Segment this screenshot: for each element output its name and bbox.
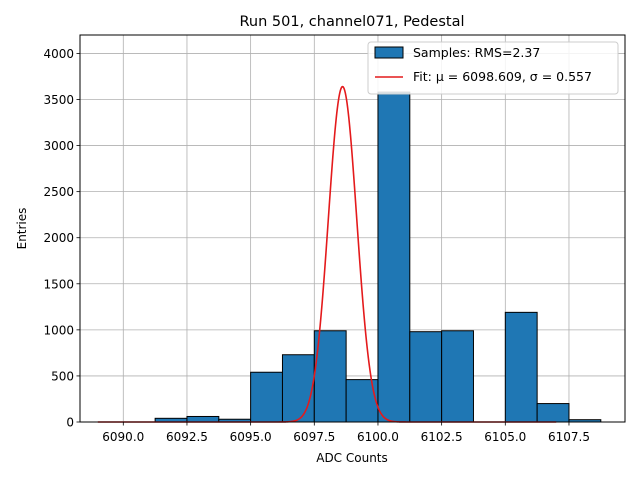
- x-tick-label: 6107.5: [548, 430, 590, 444]
- y-tick-label: 3000: [43, 139, 74, 153]
- histogram-bar: [441, 330, 474, 423]
- y-tick-label: 500: [51, 369, 74, 383]
- y-tick-label: 3500: [43, 93, 74, 107]
- x-tick-label: 6100.0: [357, 430, 399, 444]
- legend: Samples: RMS=2.37 Fit: μ = 6098.609, σ =…: [367, 41, 619, 95]
- x-tick-label: 6095.0: [230, 430, 272, 444]
- x-tick-label: 6097.5: [293, 430, 335, 444]
- y-tick-label: 1500: [43, 277, 74, 291]
- y-axis-label: Entries: [15, 208, 29, 250]
- histogram-bar: [186, 415, 220, 423]
- x-axis-label: ADC Counts: [316, 451, 388, 465]
- legend-fit-label: Fit: μ = 6098.609, σ = 0.557: [413, 69, 592, 84]
- y-tick-label: 2000: [43, 231, 74, 245]
- legend-histogram-label: Samples: RMS=2.37: [413, 45, 540, 60]
- legend-histogram-swatch: [374, 46, 404, 59]
- histogram-bars: [154, 91, 602, 423]
- plot-frame: [79, 34, 626, 423]
- x-tick-label: 6105.0: [484, 430, 526, 444]
- y-tick-label: 0: [66, 416, 74, 430]
- y-axis-ticks: 0 500 1000 1500 2000 2500 3000 3500 4000: [43, 47, 80, 430]
- y-tick-label: 4000: [43, 47, 74, 61]
- histogram-bar: [313, 330, 347, 423]
- x-tick-label: 6102.5: [421, 430, 463, 444]
- x-tick-label: 6092.5: [166, 430, 208, 444]
- chart-title: Run 501, channel071, Pedestal: [239, 14, 464, 30]
- histogram-bar: [536, 403, 570, 423]
- histogram-bar: [250, 371, 283, 423]
- histogram-bar: [409, 331, 443, 423]
- histogram-bar: [504, 311, 538, 423]
- histogram-bar: [281, 354, 315, 423]
- y-tick-label: 2500: [43, 185, 74, 199]
- histogram-bar: [377, 91, 411, 423]
- legend-frame: [367, 41, 619, 95]
- x-tick-label: 6090.0: [102, 430, 144, 444]
- x-axis-ticks: 6090.0 6092.5 6095.0 6097.5 6100.0 6102.5 6105…: [102, 422, 590, 444]
- y-tick-label: 1000: [43, 323, 74, 337]
